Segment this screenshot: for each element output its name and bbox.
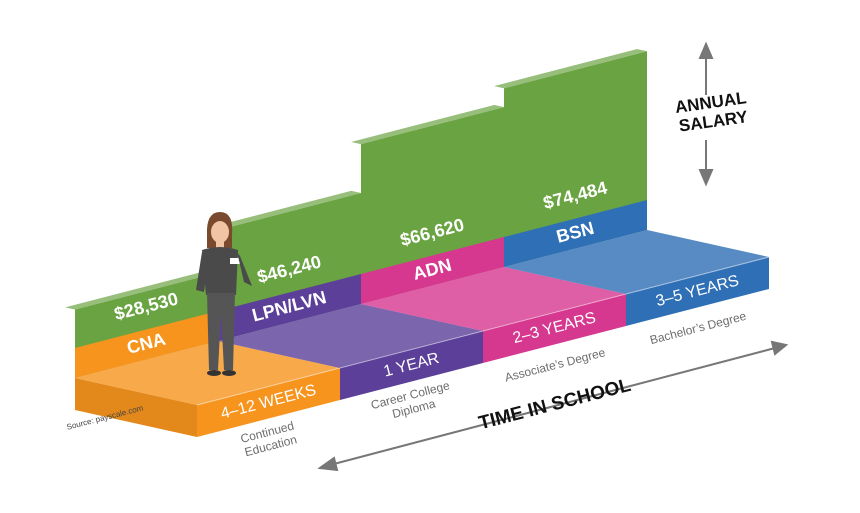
bar-top-shade [208, 190, 361, 231]
salary-arrow [698, 41, 714, 187]
floor-top-shade [361, 267, 626, 331]
floor-top [218, 304, 483, 368]
slab-front [626, 257, 769, 326]
slab-front [483, 294, 626, 363]
time-arrow [317, 340, 789, 472]
bar-top [494, 49, 647, 89]
slab-side [75, 378, 197, 437]
bar-top-shade [351, 104, 504, 145]
category-band [361, 237, 504, 304]
bar-top-shade [494, 49, 647, 89]
floor-top-shade [218, 304, 483, 368]
bar-top [351, 104, 504, 145]
floor-top [361, 267, 626, 331]
slab-edge [339, 330, 484, 369]
bar-top-shade [65, 270, 219, 310]
category-band [75, 311, 218, 378]
person-illustration [196, 212, 252, 376]
bar-top [65, 270, 219, 310]
slab-side-shade [75, 378, 197, 437]
slab-edge [482, 293, 627, 332]
slab-edge [625, 256, 770, 295]
category-band [218, 274, 361, 341]
floor-top-shade [504, 230, 769, 294]
slab-front [197, 368, 340, 437]
slab-front [340, 331, 483, 400]
marks: CNA$28,530 LPN/LVN$46,240 ADN$66,620 BSN$74… [65, 49, 770, 437]
x-axis-title: TIME IN SCHOOL [477, 375, 634, 435]
floor-top [504, 230, 769, 294]
category-band [504, 200, 647, 267]
slab-edge [196, 367, 341, 406]
bar-top [208, 190, 361, 231]
